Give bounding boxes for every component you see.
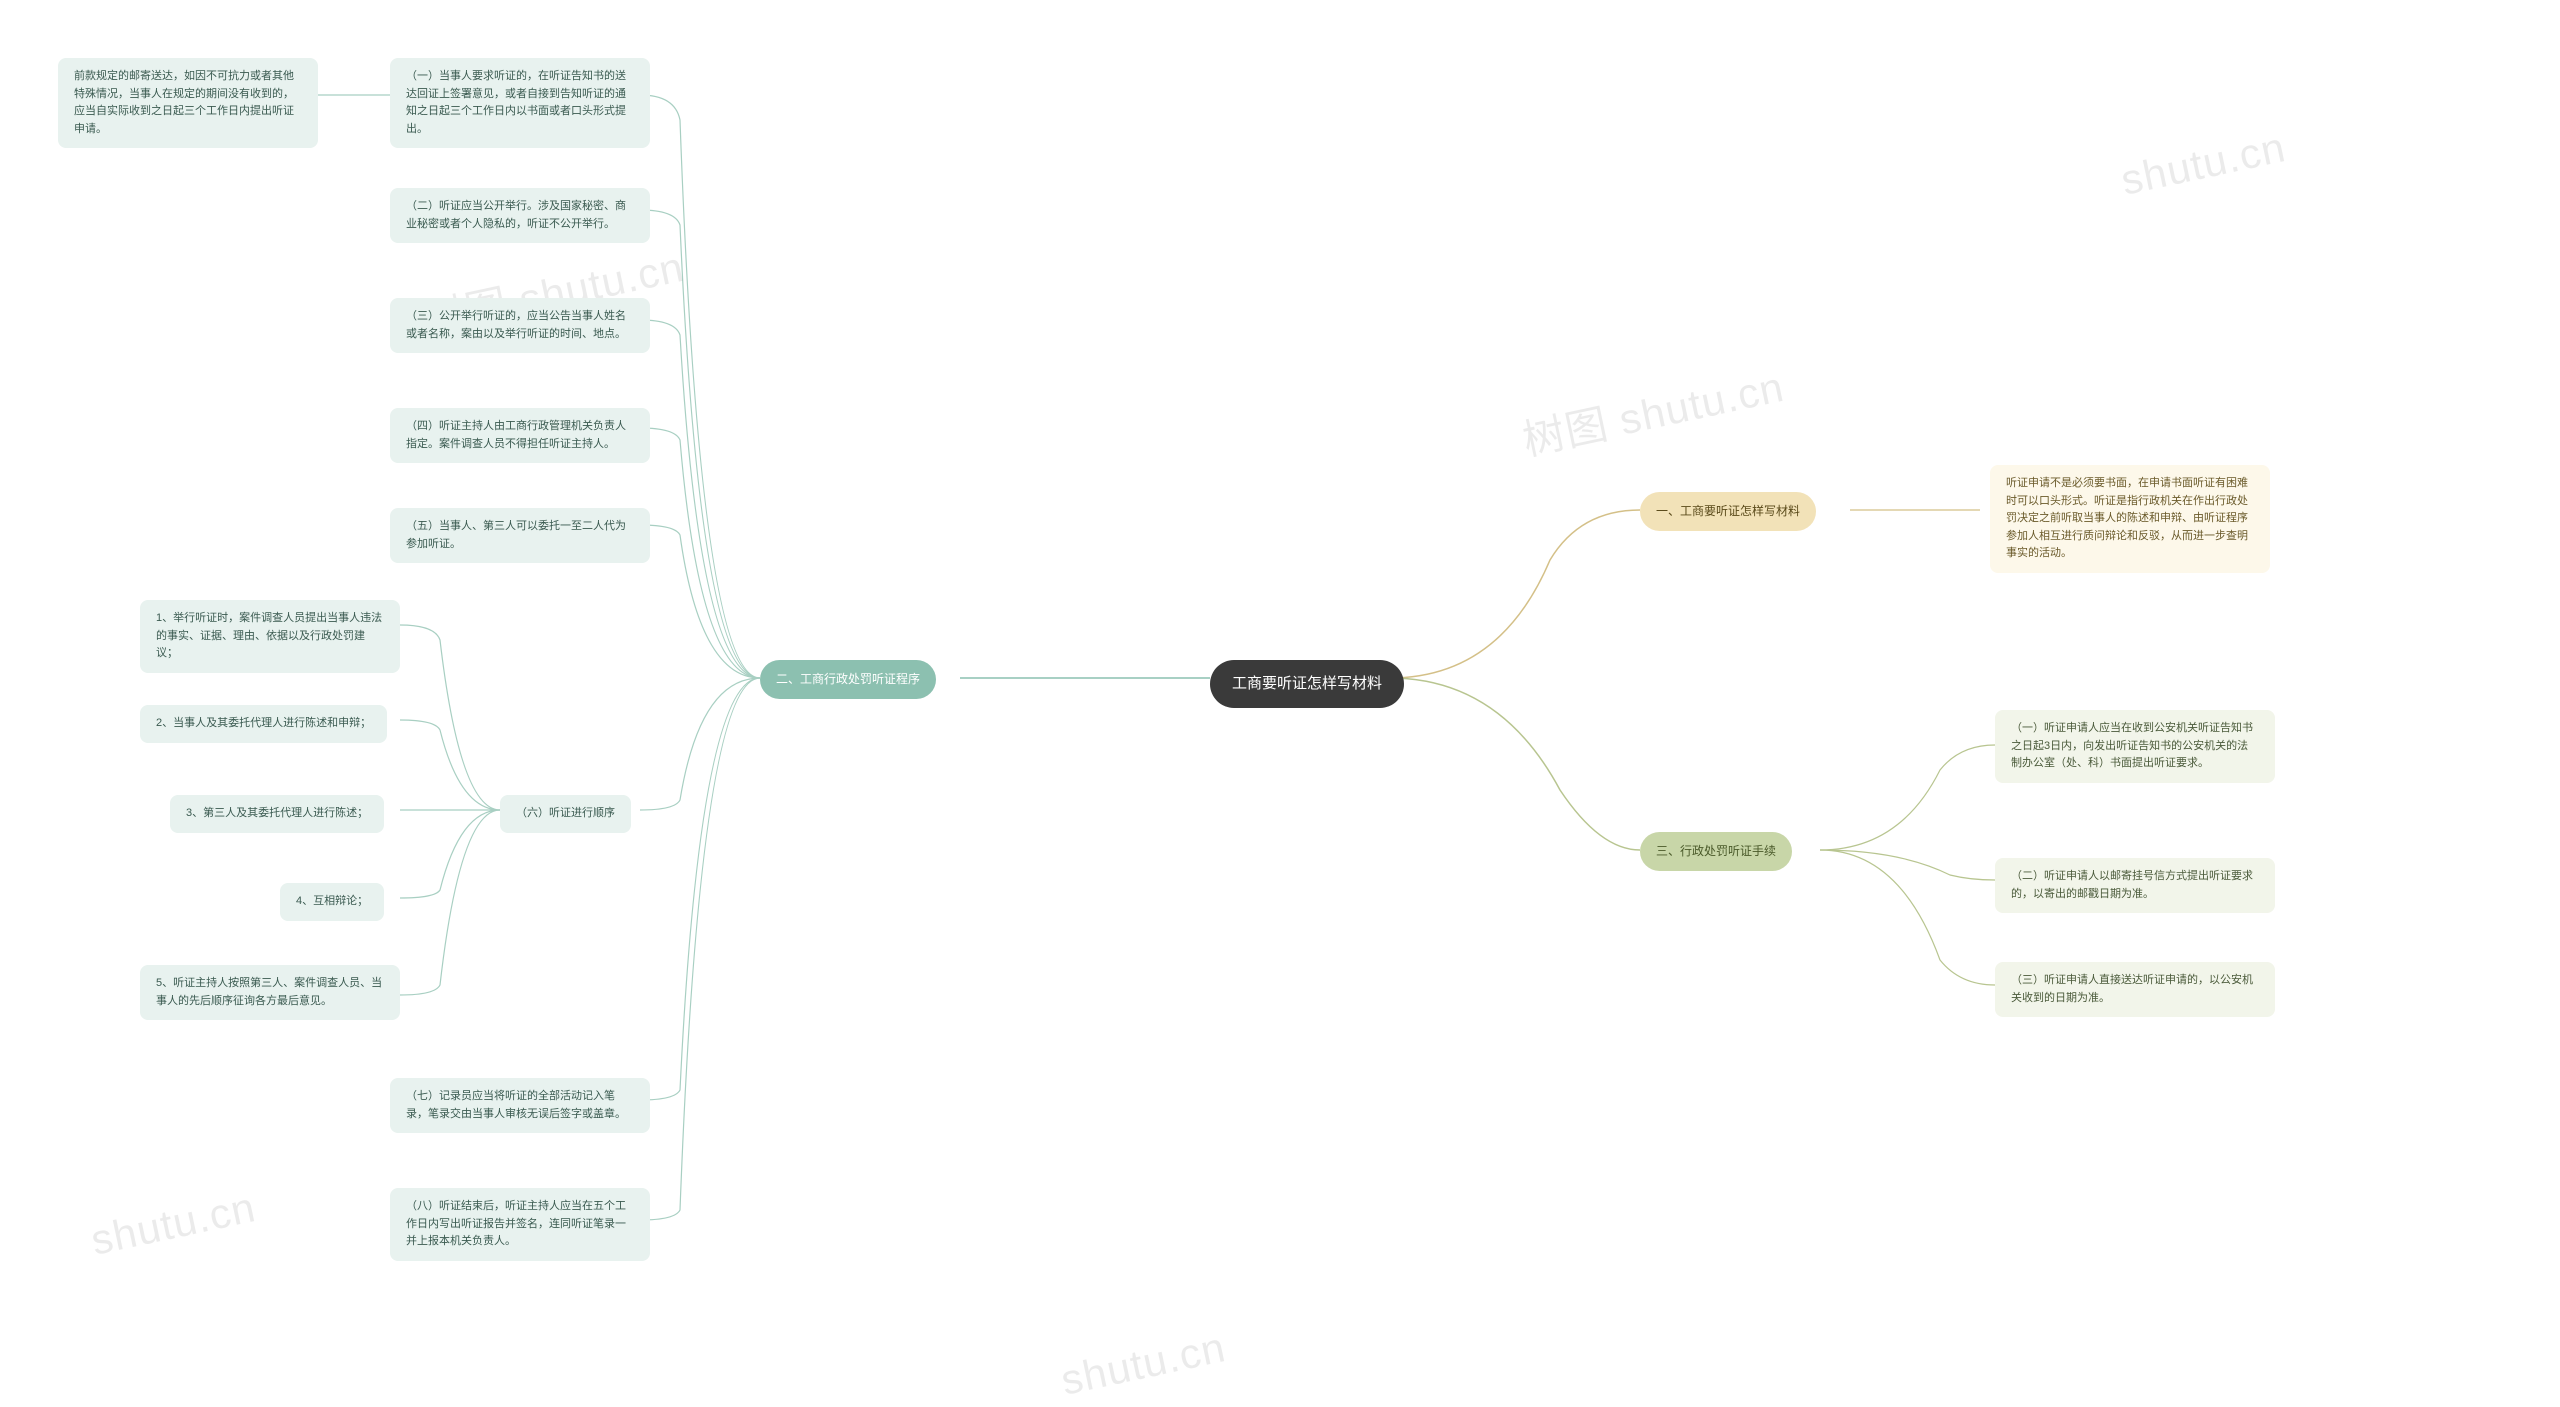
b2-i6-step-2: 2、当事人及其委托代理人进行陈述和申辩； <box>140 705 387 743</box>
b2-item-6: （六）听证进行顺序 <box>500 795 631 833</box>
b2-item-7: （七）记录员应当将听证的全部活动记入笔录，笔录交由当事人审核无误后签字或盖章。 <box>390 1078 650 1133</box>
branch-1-content: 听证申请不是必须要书面，在申请书面听证有困难时可以口头形式。听证是指行政机关在作… <box>1990 465 2270 573</box>
branch-3-item-1: （一）听证申请人应当在收到公安机关听证告知书之日起3日内，向发出听证告知书的公安… <box>1995 710 2275 783</box>
b2-item-4: （四）听证主持人由工商行政管理机关负责人指定。案件调查人员不得担任听证主持人。 <box>390 408 650 463</box>
b2-i6-step-1: 1、举行听证时，案件调查人员提出当事人违法的事实、证据、理由、依据以及行政处罚建… <box>140 600 400 673</box>
branch-2[interactable]: 二、工商行政处罚听证程序 <box>760 660 936 699</box>
root-node[interactable]: 工商要听证怎样写材料 <box>1210 660 1404 708</box>
watermark: shutu.cn <box>2117 123 2290 205</box>
b2-item-2: （二）听证应当公开举行。涉及国家秘密、商业秘密或者个人隐私的，听证不公开举行。 <box>390 188 650 243</box>
watermark: shutu.cn <box>1057 1323 1230 1405</box>
b2-item-1: （一）当事人要求听证的，在听证告知书的送达回证上签署意见，或者自接到告知听证的通… <box>390 58 650 148</box>
branch-3[interactable]: 三、行政处罚听证手续 <box>1640 832 1792 871</box>
b2-item-1-sub: 前款规定的邮寄送达，如因不可抗力或者其他特殊情况，当事人在规定的期间没有收到的，… <box>58 58 318 148</box>
b2-item-8: （八）听证结束后，听证主持人应当在五个工作日内写出听证报告并签名，连同听证笔录一… <box>390 1188 650 1261</box>
branch-3-item-3: （三）听证申请人直接送达听证申请的，以公安机关收到的日期为准。 <box>1995 962 2275 1017</box>
b2-i6-step-3: 3、第三人及其委托代理人进行陈述； <box>170 795 384 833</box>
b2-i6-step-4: 4、互相辩论； <box>280 883 384 921</box>
b2-item-5: （五）当事人、第三人可以委托一至二人代为参加听证。 <box>390 508 650 563</box>
b2-item-3: （三）公开举行听证的，应当公告当事人姓名或者名称，案由以及举行听证的时间、地点。 <box>390 298 650 353</box>
watermark: shutu.cn <box>87 1183 260 1265</box>
branch-1[interactable]: 一、工商要听证怎样写材料 <box>1640 492 1816 531</box>
branch-3-item-2: （二）听证申请人以邮寄挂号信方式提出听证要求的，以寄出的邮戳日期为准。 <box>1995 858 2275 913</box>
watermark: 树图 shutu.cn <box>1517 353 1789 468</box>
b2-i6-step-5: 5、听证主持人按照第三人、案件调查人员、当事人的先后顺序征询各方最后意见。 <box>140 965 400 1020</box>
